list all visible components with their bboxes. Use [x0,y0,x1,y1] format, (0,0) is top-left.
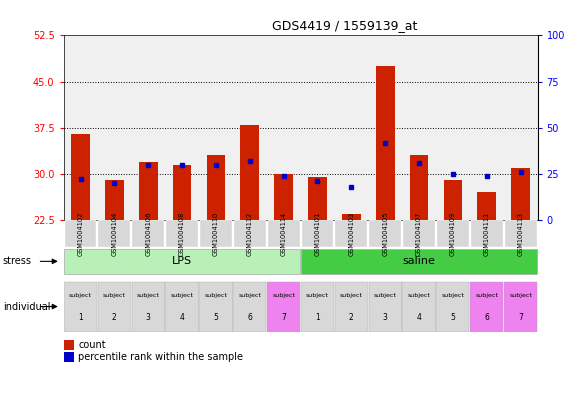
Text: subject: subject [475,293,498,298]
Text: GSM1004110: GSM1004110 [213,212,219,256]
FancyBboxPatch shape [335,220,367,247]
Text: GSM1004107: GSM1004107 [416,212,422,256]
Text: percentile rank within the sample: percentile rank within the sample [78,352,243,362]
Bar [308,177,327,220]
FancyBboxPatch shape [470,281,503,332]
Text: LPS: LPS [172,256,192,266]
FancyBboxPatch shape [436,281,469,332]
Bar [240,125,259,220]
Text: subject: subject [238,293,261,298]
Text: 4: 4 [180,313,184,322]
Text: GSM1004111: GSM1004111 [484,212,490,256]
FancyBboxPatch shape [132,281,165,332]
Text: 3: 3 [146,313,151,322]
Text: 5: 5 [213,313,218,322]
FancyBboxPatch shape [437,220,469,247]
FancyBboxPatch shape [403,220,435,247]
Text: 3: 3 [383,313,388,322]
Text: subject: subject [272,293,295,298]
Text: GSM1004112: GSM1004112 [247,212,253,256]
Text: subject: subject [306,293,329,298]
Text: GSM1004113: GSM1004113 [518,212,524,256]
FancyBboxPatch shape [267,281,300,332]
Text: GSM1004114: GSM1004114 [281,212,287,256]
Text: subject: subject [407,293,431,298]
Bar [275,174,293,220]
FancyBboxPatch shape [301,249,537,274]
Bar [477,192,496,220]
FancyBboxPatch shape [505,220,536,247]
Text: GSM1004102: GSM1004102 [77,212,83,256]
Text: individual: individual [3,301,50,312]
Bar [410,156,428,220]
Bar [512,168,530,220]
Text: GDS4419 / 1559139_at: GDS4419 / 1559139_at [272,19,417,32]
FancyBboxPatch shape [132,220,164,247]
Text: 4: 4 [417,313,421,322]
Text: 2: 2 [349,313,354,322]
Text: subject: subject [103,293,126,298]
Text: 6: 6 [484,313,489,322]
Bar [376,66,395,220]
Text: subject: subject [340,293,363,298]
FancyBboxPatch shape [402,281,436,332]
Text: count: count [78,340,106,350]
FancyBboxPatch shape [98,220,130,247]
Text: subject: subject [509,293,532,298]
FancyBboxPatch shape [233,281,266,332]
FancyBboxPatch shape [301,281,334,332]
Bar [173,165,191,220]
Text: subject: subject [205,293,227,298]
FancyBboxPatch shape [200,220,232,247]
Text: GSM1004106: GSM1004106 [145,212,151,256]
Text: subject: subject [374,293,397,298]
Text: GSM1004103: GSM1004103 [349,212,354,256]
FancyBboxPatch shape [98,281,131,332]
Bar [105,180,124,220]
Text: 6: 6 [247,313,252,322]
Text: 7: 7 [281,313,286,322]
Bar [342,214,361,220]
FancyBboxPatch shape [165,281,199,332]
Text: 2: 2 [112,313,117,322]
FancyBboxPatch shape [302,220,334,247]
FancyBboxPatch shape [64,249,300,274]
Text: GSM1004105: GSM1004105 [382,212,388,256]
FancyBboxPatch shape [65,220,97,247]
FancyBboxPatch shape [471,220,503,247]
FancyBboxPatch shape [504,281,537,332]
FancyBboxPatch shape [335,281,368,332]
Bar [443,180,462,220]
FancyBboxPatch shape [64,281,97,332]
Text: 1: 1 [78,313,83,322]
FancyBboxPatch shape [199,281,232,332]
FancyBboxPatch shape [166,220,198,247]
Bar [71,134,90,220]
FancyBboxPatch shape [369,220,401,247]
Bar [206,156,225,220]
Text: subject: subject [171,293,194,298]
Bar [139,162,158,220]
Text: GSM1004101: GSM1004101 [314,212,320,256]
Text: subject: subject [137,293,160,298]
FancyBboxPatch shape [234,220,266,247]
Text: GSM1004104: GSM1004104 [112,212,117,256]
Text: saline: saline [403,256,435,266]
Text: 1: 1 [315,313,320,322]
FancyBboxPatch shape [369,281,402,332]
Text: stress: stress [3,256,32,266]
Text: GSM1004108: GSM1004108 [179,212,185,256]
Text: 5: 5 [450,313,455,322]
FancyBboxPatch shape [268,220,299,247]
Text: subject: subject [69,293,92,298]
Text: 7: 7 [518,313,523,322]
Text: GSM1004109: GSM1004109 [450,212,456,256]
Text: subject: subject [442,293,464,298]
